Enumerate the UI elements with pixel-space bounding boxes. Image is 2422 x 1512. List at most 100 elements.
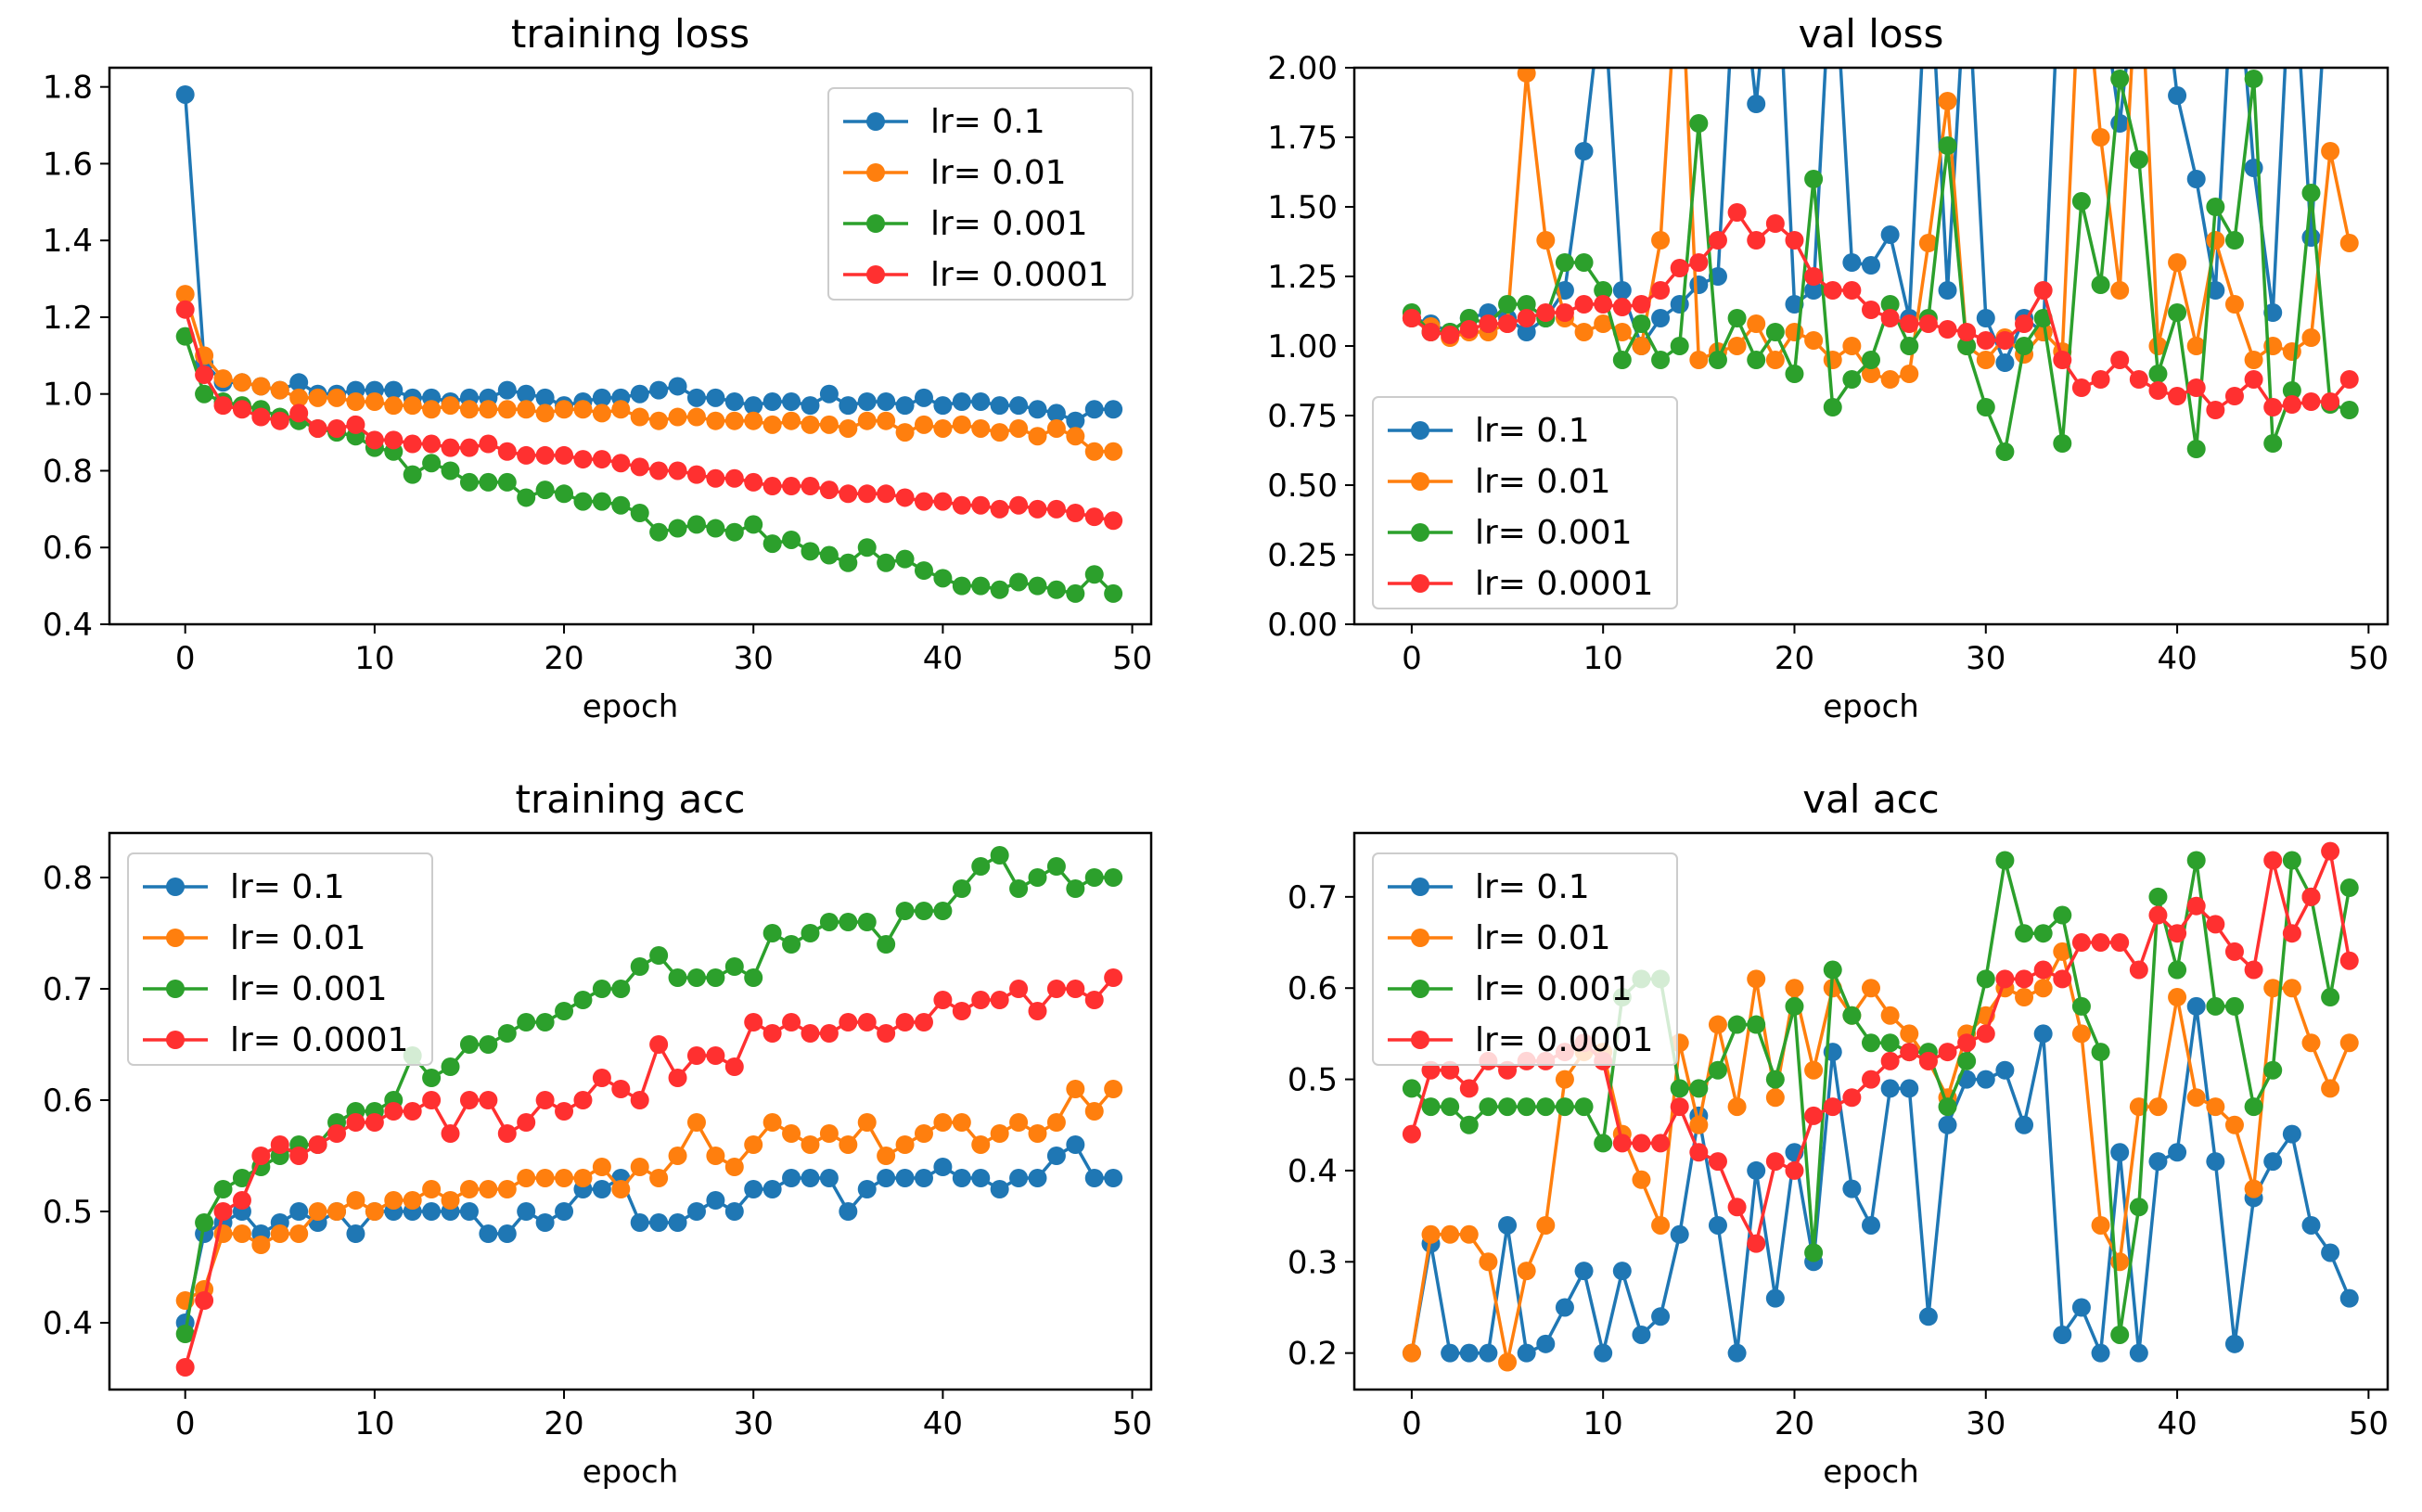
data-point bbox=[2263, 1060, 2283, 1080]
x-tick-label: 20 bbox=[544, 1405, 583, 1442]
data-point bbox=[479, 1224, 498, 1243]
data-point bbox=[2263, 851, 2283, 870]
data-point bbox=[517, 1113, 536, 1132]
data-point bbox=[1785, 295, 1804, 314]
data-point bbox=[1708, 1060, 1727, 1080]
data-point bbox=[1995, 1060, 2015, 1080]
legend-label: lr= 0.01 bbox=[1475, 463, 1611, 501]
y-tick-label: 1.75 bbox=[1267, 120, 1338, 157]
data-point bbox=[479, 1180, 498, 1198]
data-point bbox=[2224, 231, 2244, 250]
data-point bbox=[914, 1169, 933, 1187]
data-point bbox=[762, 1180, 782, 1198]
data-point bbox=[706, 519, 725, 538]
data-point bbox=[1104, 1080, 1123, 1098]
data-point bbox=[2168, 86, 2187, 105]
data-point bbox=[2206, 1152, 2225, 1172]
data-point bbox=[592, 980, 611, 998]
data-point bbox=[1823, 1097, 1842, 1117]
data-point bbox=[2015, 969, 2034, 989]
data-point bbox=[2206, 996, 2225, 1016]
data-point bbox=[1765, 214, 1785, 233]
data-point bbox=[2301, 1033, 2321, 1053]
data-point bbox=[1066, 1135, 1085, 1154]
legend-label: lr= 0.0001 bbox=[1475, 1021, 1653, 1059]
data-point bbox=[724, 522, 744, 542]
data-point bbox=[1555, 1097, 1574, 1117]
data-point bbox=[1880, 309, 1900, 327]
data-point bbox=[2071, 1298, 2091, 1317]
data-point bbox=[555, 400, 574, 419]
data-point bbox=[2168, 303, 2187, 322]
data-point bbox=[1708, 1215, 1727, 1235]
data-point bbox=[251, 377, 271, 396]
legend-entry: lr= 0.0001 bbox=[143, 1021, 408, 1059]
data-point bbox=[270, 1224, 289, 1243]
data-point bbox=[2224, 1334, 2244, 1353]
data-point bbox=[762, 1113, 782, 1132]
data-point bbox=[1517, 1097, 1536, 1117]
data-point bbox=[497, 1024, 517, 1043]
data-point bbox=[744, 1135, 763, 1154]
data-point bbox=[459, 1035, 479, 1054]
data-point bbox=[2186, 996, 2206, 1016]
data-point bbox=[2321, 142, 2340, 160]
data-point bbox=[422, 454, 442, 473]
data-point bbox=[2282, 924, 2301, 943]
data-point bbox=[1651, 309, 1671, 327]
data-point bbox=[2186, 851, 2206, 870]
data-point bbox=[895, 1013, 915, 1031]
data-point bbox=[497, 400, 517, 419]
legend-frame bbox=[127, 852, 433, 1066]
data-point bbox=[1632, 295, 1651, 314]
data-point bbox=[1009, 879, 1029, 898]
data-point bbox=[1517, 323, 1536, 341]
data-point bbox=[744, 411, 763, 430]
data-point bbox=[1479, 1097, 1498, 1117]
data-point bbox=[2168, 924, 2187, 943]
data-point bbox=[555, 484, 574, 504]
data-point bbox=[819, 384, 839, 404]
data-point bbox=[1555, 303, 1574, 322]
data-point bbox=[1441, 1343, 1460, 1363]
data-point bbox=[1862, 1215, 1880, 1235]
data-point bbox=[1028, 1124, 1047, 1143]
data-point bbox=[1066, 427, 1085, 446]
y-tick-label: 1.50 bbox=[1267, 189, 1338, 226]
x-tick-label: 0 bbox=[1402, 640, 1422, 677]
data-point bbox=[1084, 1102, 1104, 1121]
data-point bbox=[1880, 295, 1900, 314]
data-point bbox=[782, 530, 801, 549]
data-point bbox=[2263, 398, 2283, 416]
data-point bbox=[668, 1213, 687, 1232]
data-point bbox=[990, 396, 1009, 416]
data-point bbox=[1976, 351, 1995, 369]
data-point bbox=[270, 1135, 289, 1154]
data-point bbox=[2339, 370, 2359, 389]
data-point bbox=[2033, 979, 2053, 998]
data-point bbox=[1708, 1152, 1727, 1172]
data-point bbox=[971, 576, 991, 596]
data-point bbox=[308, 418, 327, 438]
data-point bbox=[1517, 1262, 1536, 1281]
data-point bbox=[422, 1069, 442, 1087]
data-point bbox=[857, 484, 877, 504]
data-point bbox=[232, 1169, 251, 1187]
data-point bbox=[1402, 1343, 1421, 1363]
data-point bbox=[819, 1169, 839, 1187]
data-point bbox=[744, 515, 763, 534]
data-point bbox=[1765, 323, 1785, 341]
data-point bbox=[1066, 1080, 1085, 1098]
data-point bbox=[1976, 331, 1995, 350]
data-point bbox=[1995, 353, 2015, 372]
data-point bbox=[952, 1169, 971, 1187]
legend-marker bbox=[1411, 472, 1429, 491]
data-point bbox=[2244, 960, 2263, 980]
plot-data bbox=[175, 846, 1123, 1377]
data-point bbox=[2033, 1024, 2053, 1044]
data-point bbox=[1536, 1334, 1556, 1353]
data-point bbox=[2110, 933, 2130, 953]
x-axis-label: epoch bbox=[1823, 1454, 1919, 1491]
data-point bbox=[914, 1013, 933, 1031]
data-point bbox=[1976, 1070, 1995, 1089]
